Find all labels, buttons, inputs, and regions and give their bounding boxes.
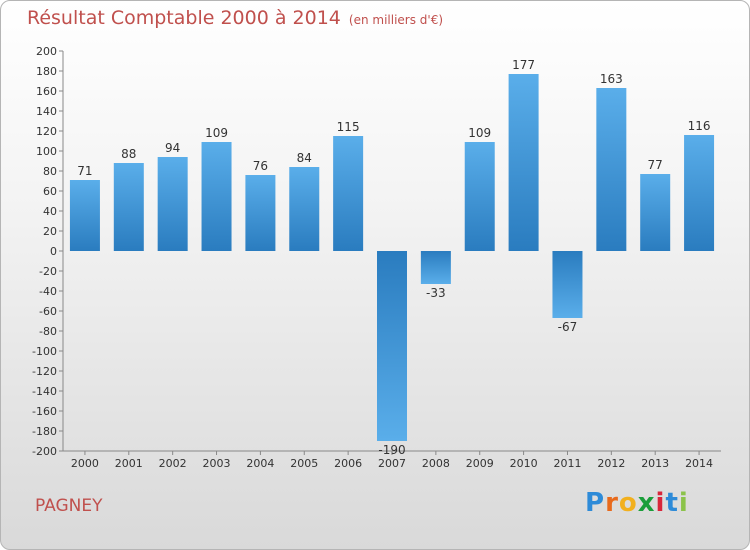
- proxiti-logo: Proxiti: [585, 488, 689, 518]
- x-tick-label: 2008: [422, 457, 450, 470]
- y-tick-label: -140: [32, 385, 57, 398]
- bar-value-label: 94: [165, 141, 180, 155]
- y-tick-label: 200: [36, 45, 57, 58]
- bar: [508, 74, 539, 251]
- bar-value-label: 109: [205, 126, 228, 140]
- y-tick-label: 20: [43, 225, 57, 238]
- bar: [157, 157, 188, 251]
- bar-value-label: -33: [426, 286, 446, 300]
- bar-value-label: 77: [648, 158, 663, 172]
- logo-letter: x: [637, 488, 656, 518]
- y-tick-label: 160: [36, 85, 57, 98]
- y-tick-label: -160: [32, 405, 57, 418]
- y-tick-label: 0: [50, 245, 57, 258]
- bar-value-label: -190: [378, 443, 405, 457]
- x-tick-label: 2014: [685, 457, 713, 470]
- y-tick-label: -40: [39, 285, 57, 298]
- bar: [69, 180, 100, 251]
- bar: [552, 251, 583, 318]
- bar-value-label: 84: [297, 151, 312, 165]
- y-tick-label: 60: [43, 185, 57, 198]
- y-tick-label: 120: [36, 125, 57, 138]
- bar-value-label: -67: [558, 320, 578, 334]
- bar-value-label: 71: [77, 164, 92, 178]
- y-tick-label: -120: [32, 365, 57, 378]
- y-tick-label: -20: [39, 265, 57, 278]
- x-tick-label: 2004: [246, 457, 274, 470]
- bar: [684, 135, 715, 251]
- bar: [333, 136, 364, 251]
- y-tick-label: 140: [36, 105, 57, 118]
- bar-value-label: 116: [688, 119, 711, 133]
- y-tick-label: -180: [32, 425, 57, 438]
- x-tick-label: 2006: [334, 457, 362, 470]
- x-tick-label: 2010: [510, 457, 538, 470]
- y-tick-label: 100: [36, 145, 57, 158]
- x-tick-label: 2013: [641, 457, 669, 470]
- bar: [289, 167, 320, 251]
- bar: [420, 251, 451, 284]
- x-tick-label: 2012: [597, 457, 625, 470]
- bar: [113, 163, 144, 251]
- bar-value-label: 88: [121, 147, 136, 161]
- bar: [245, 175, 276, 251]
- bar-value-label: 115: [337, 120, 360, 134]
- logo-letter: P: [585, 488, 606, 518]
- logo-letter: t: [665, 488, 679, 518]
- chart-title: Résultat Comptable 2000 à 2014 (en millie…: [27, 7, 443, 29]
- x-tick-label: 2001: [115, 457, 143, 470]
- x-tick-label: 2003: [203, 457, 231, 470]
- bar: [596, 88, 627, 251]
- bar: [464, 142, 495, 251]
- chart-title-unit: (en milliers d'€): [348, 13, 444, 27]
- y-axis: -200-180-160-140-120-100-80-60-40-200204…: [32, 45, 64, 458]
- bar: [640, 174, 671, 251]
- commune-name: PAGNEY: [35, 496, 103, 516]
- y-tick-label: 180: [36, 65, 57, 78]
- y-tick-label: -60: [39, 305, 57, 318]
- y-tick-label: -100: [32, 345, 57, 358]
- bar-value-label: 76: [253, 159, 268, 173]
- x-tick-label: 2002: [159, 457, 187, 470]
- bar: [201, 142, 232, 251]
- bar-value-label: 163: [600, 72, 623, 86]
- y-tick-label: -200: [32, 445, 57, 458]
- x-tick-label: 2005: [290, 457, 318, 470]
- x-tick-label: 2009: [466, 457, 494, 470]
- x-tick-label: 2007: [378, 457, 406, 470]
- y-tick-label: 80: [43, 165, 57, 178]
- logo-letter: o: [618, 488, 638, 518]
- bar-labels: 71 88 94 109 76 84 115 -190 -33 109 177 -67 163 77 116: [77, 58, 710, 457]
- x-tick-label: 2011: [553, 457, 581, 470]
- y-tick-label: -80: [39, 325, 57, 338]
- bar-value-label: 109: [468, 126, 491, 140]
- bars: [69, 74, 715, 441]
- y-tick-label: 40: [43, 205, 57, 218]
- logo-letter: r: [605, 488, 619, 518]
- logo-letter: i: [678, 488, 689, 518]
- chart-title-main: Résultat Comptable 2000 à 2014: [27, 7, 341, 29]
- bar-value-label: 177: [512, 58, 535, 72]
- x-axis: 2000 2001 2002 2003 2004 2005 2006 2007 2008 2009…: [63, 450, 721, 470]
- x-tick-label: 2000: [71, 457, 99, 470]
- logo-letter: i: [655, 488, 666, 518]
- bar: [377, 251, 407, 441]
